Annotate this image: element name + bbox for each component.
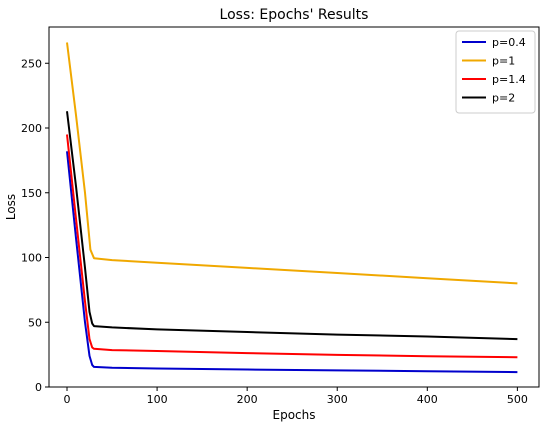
legend-label-0: p=0.4 <box>492 36 526 49</box>
y-axis: 0 50 100 150 200 250 <box>21 57 49 394</box>
y-tick-label-3: 150 <box>21 187 42 200</box>
x-tick-label-3: 300 <box>327 393 348 406</box>
y-tick-label-2: 100 <box>21 252 42 265</box>
y-tick-label-0: 0 <box>35 381 42 394</box>
y-axis-label: Loss <box>4 194 18 220</box>
x-tick-label-5: 500 <box>507 393 528 406</box>
legend-label-3: p=2 <box>492 92 515 105</box>
legend-label-2: p=1.4 <box>492 73 526 86</box>
plot-frame <box>48 26 540 388</box>
y-tick-label-4: 200 <box>21 122 42 135</box>
x-tick-label-1: 100 <box>147 393 168 406</box>
x-axis-label: Epochs <box>273 408 316 422</box>
legend: p=0.4 p=1 p=1.4 p=2 <box>455 30 536 114</box>
series-line-1 <box>66 42 518 285</box>
series-line-3 <box>66 111 518 341</box>
series-line-2 <box>66 134 518 359</box>
series-line-0 <box>66 151 518 374</box>
y-tick-label-1: 50 <box>28 316 42 329</box>
plot-area <box>66 42 518 374</box>
legend-label-1: p=1 <box>492 55 515 68</box>
legend-box <box>455 30 536 114</box>
chart-title: Loss: Epochs' Results <box>220 7 369 23</box>
x-tick-label-4: 400 <box>417 393 438 406</box>
x-tick-label-2: 200 <box>237 393 258 406</box>
x-tick-label-0: 0 <box>64 393 71 406</box>
y-tick-label-5: 250 <box>21 57 42 70</box>
x-axis: 0 100 200 300 400 500 <box>64 387 528 406</box>
